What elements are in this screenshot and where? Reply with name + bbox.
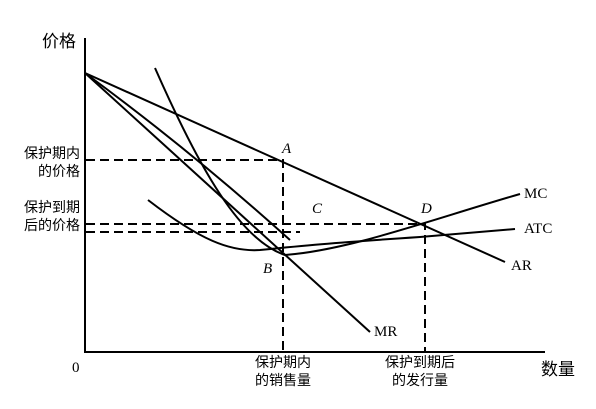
curve [84,72,291,241]
curve-label: AR [511,258,532,274]
ar-curve [84,72,506,263]
x-label: 的发行量 [392,373,448,389]
x-axis-label: 数量 [541,360,575,380]
y-label: 后的价格 [24,218,80,234]
x-label: 保护到期后 [385,355,455,371]
origin-label: 0 [72,360,80,376]
curve-label: MR [374,324,397,340]
x-label: 保护期内 [255,355,311,371]
y-label: 保护到期 [24,200,80,216]
y-label: 保护期内 [24,146,80,162]
point-label: D [420,201,432,217]
atc-curve [147,199,516,252]
curve-label: ATC [524,221,552,237]
point-label: C [312,201,323,217]
point-label: A [281,141,292,157]
dashed-line [86,223,426,352]
mc-curve [154,67,521,257]
y-label: 的价格 [38,164,80,180]
point-label: B [263,261,272,277]
mr-curve [84,72,371,333]
curve-label: MC [524,186,547,202]
dashed-line [86,159,284,352]
y-axis-label: 价格 [42,32,76,52]
x-label: 的销售量 [255,373,311,389]
